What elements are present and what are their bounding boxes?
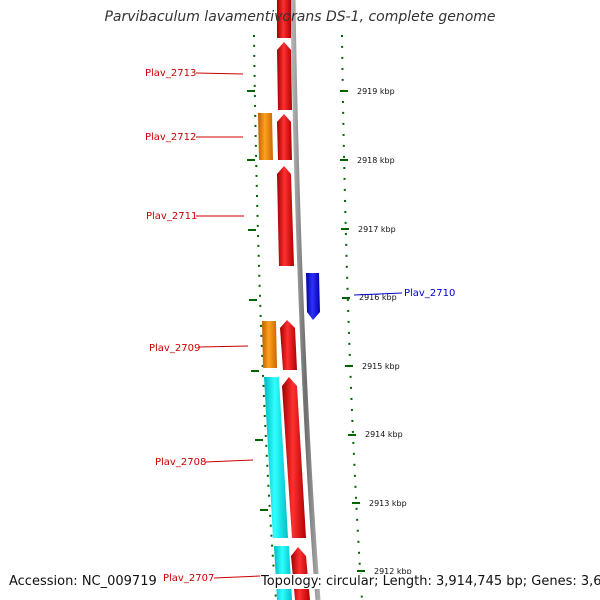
gene-label-plav-2710: Plav_2710 bbox=[404, 288, 455, 299]
gene-arrow-plav-2714 bbox=[277, 0, 291, 38]
cyan-feature-2 bbox=[274, 546, 292, 600]
tick-labels: 2919 kbp 2918 kbp 2917 kbp 2916 kbp 2915… bbox=[357, 87, 412, 576]
gene-label-plav-2713: Plav_2713 bbox=[145, 68, 196, 79]
tick-label: 2912 kbp bbox=[374, 567, 412, 576]
orange-feature-1 bbox=[258, 113, 273, 160]
gene-label-plav-2707: Plav_2707 bbox=[163, 573, 214, 584]
gene-arrow-plav-2708 bbox=[282, 377, 306, 538]
gene-label-plav-2711: Plav_2711 bbox=[146, 211, 197, 222]
gene-label-plav-2709: Plav_2709 bbox=[149, 343, 200, 354]
outer-dotted-ring bbox=[341, 34, 363, 600]
accession-text: Accession: NC_009719 bbox=[9, 574, 157, 589]
tick-label: 2914 kbp bbox=[365, 430, 403, 439]
forward-strand-features bbox=[277, 0, 310, 600]
gene-arrow-plav-2711 bbox=[277, 166, 294, 266]
map-title: Parvibaculum lavamentivorans DS-1, compl… bbox=[104, 9, 496, 25]
topology-text: Topology: circular; Length: 3,914,745 bp… bbox=[261, 574, 600, 589]
gene-arrow-plav-2713 bbox=[277, 42, 292, 110]
tick-label: 2918 kbp bbox=[357, 156, 395, 165]
gene-labels: Plav_2713 Plav_2712 Plav_2711 Plav_2710 … bbox=[145, 68, 455, 584]
gene-arrow-plav-2709 bbox=[280, 320, 297, 370]
left-tick-marks bbox=[247, 90, 268, 511]
tick-label: 2919 kbp bbox=[357, 87, 395, 96]
right-tick-marks bbox=[340, 90, 365, 572]
cyan-feature-1 bbox=[264, 377, 288, 538]
gene-label-plav-2712: Plav_2712 bbox=[145, 132, 196, 143]
tick-label: 2917 kbp bbox=[358, 225, 396, 234]
gene-label-plav-2708: Plav_2708 bbox=[155, 457, 206, 468]
gene-arrow-plav-2712 bbox=[277, 114, 292, 160]
tick-label: 2915 kbp bbox=[362, 362, 400, 371]
tick-label: 2913 kbp bbox=[369, 499, 407, 508]
gene-arrow-plav-2710 bbox=[306, 273, 320, 320]
orange-feature-2 bbox=[262, 321, 277, 368]
inner-dotted-ring bbox=[253, 34, 277, 600]
tick-label: 2916 kbp bbox=[359, 293, 397, 302]
label-leaders bbox=[195, 72, 403, 579]
genome-backbone bbox=[290, 0, 321, 600]
